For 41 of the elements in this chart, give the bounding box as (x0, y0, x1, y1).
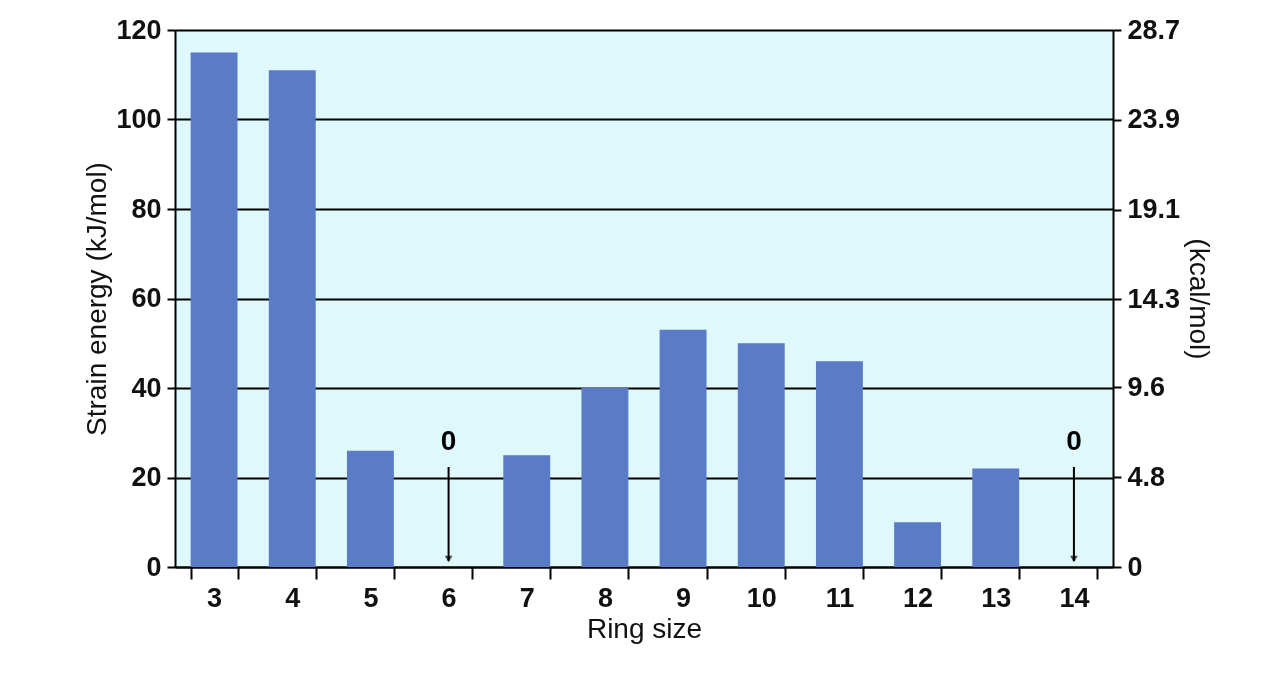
y2-tick-label: 9.6 (1127, 371, 1166, 402)
bar (815, 361, 863, 567)
y2-tick-label: 28.7 (1127, 14, 1181, 45)
x-tick-label: 9 (676, 582, 692, 613)
bar (581, 388, 629, 567)
y-tick-label: 40 (131, 372, 162, 403)
x-tick-label: 7 (519, 582, 535, 613)
y-tick-label: 20 (131, 462, 162, 492)
y-tick-label: 100 (116, 104, 162, 134)
x-tick-label: 6 (441, 582, 457, 613)
annotation: 0 (1066, 425, 1082, 456)
x-tick-label: 8 (597, 582, 613, 613)
x-tick-label: 14 (1059, 582, 1090, 613)
bar (190, 52, 238, 567)
x-tick-label: 11 (825, 582, 855, 613)
y2-tick-label: 14.3 (1127, 283, 1181, 314)
y2-tick-label: 0 (1127, 551, 1143, 582)
bar (268, 70, 316, 567)
annotation: 0 (440, 425, 457, 456)
x-tick-label: 3 (207, 582, 223, 613)
bar (346, 450, 394, 567)
y-tick-label: 0 (146, 551, 162, 582)
x-tick-label: 12 (903, 582, 934, 613)
y-tick-label: 60 (131, 283, 162, 313)
y2-axis-title: (kcal/mol) (1184, 238, 1216, 360)
y-tick-label: 80 (131, 193, 162, 224)
bar (503, 455, 551, 567)
y2-tick-label: 19.1 (1127, 194, 1181, 225)
x-tick-label: 13 (981, 582, 1012, 613)
y2-tick-label: 4.8 (1127, 461, 1166, 492)
x-tick-label: 4 (285, 582, 301, 613)
bar (659, 329, 707, 567)
y-tick-label: 120 (116, 14, 162, 45)
y-axis-title: Strain energy (kJ/mol) (81, 162, 113, 436)
x-tick-label: 5 (363, 582, 379, 613)
bar (894, 522, 942, 567)
x-tick-label: 10 (746, 582, 777, 613)
y2-tick-label: 23.9 (1127, 104, 1181, 135)
x-axis-title: Ring size (586, 612, 703, 644)
bar (737, 343, 785, 567)
bar (972, 468, 1020, 567)
